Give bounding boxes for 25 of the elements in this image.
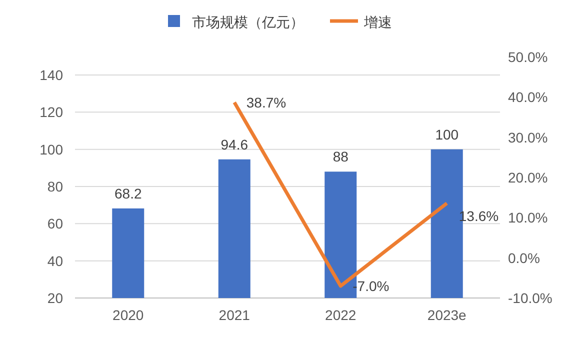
x-tick-label: 2020: [112, 307, 144, 323]
y2-tick-label: 30.0%: [508, 129, 548, 146]
x-tick-label: 2022: [325, 307, 356, 323]
y-tick-label: 120: [40, 104, 64, 120]
y-tick-label: 60: [47, 216, 64, 232]
legend-label: 增速: [363, 14, 392, 30]
y2-tick-label: 0.0%: [508, 250, 540, 266]
y-tick-label: 100: [40, 141, 64, 158]
y-tick-label: 20: [47, 290, 64, 306]
y2-tick-label: 40.0%: [508, 89, 548, 106]
y-tick-label: 80: [47, 178, 64, 194]
data-label: 94.6: [220, 136, 248, 152]
y2-tick-label: -10.0%: [508, 290, 552, 306]
y-tick-label: 140: [40, 67, 64, 83]
x-tick-label: 2021: [218, 307, 250, 323]
y2-tick-label: 10.0%: [508, 210, 548, 226]
data-label: 68.2: [114, 185, 142, 202]
data-label: 100: [435, 126, 459, 142]
data-label: 88: [332, 148, 349, 165]
y2-tick-label: 50.0%: [508, 49, 548, 65]
legend-label: 市场规模（亿元）: [192, 14, 304, 30]
x-tick-label: 2023e: [427, 307, 467, 323]
data-label: 38.7%: [246, 94, 286, 110]
y-tick-label: 40: [47, 252, 64, 269]
y2-tick-label: 20.0%: [508, 170, 548, 186]
